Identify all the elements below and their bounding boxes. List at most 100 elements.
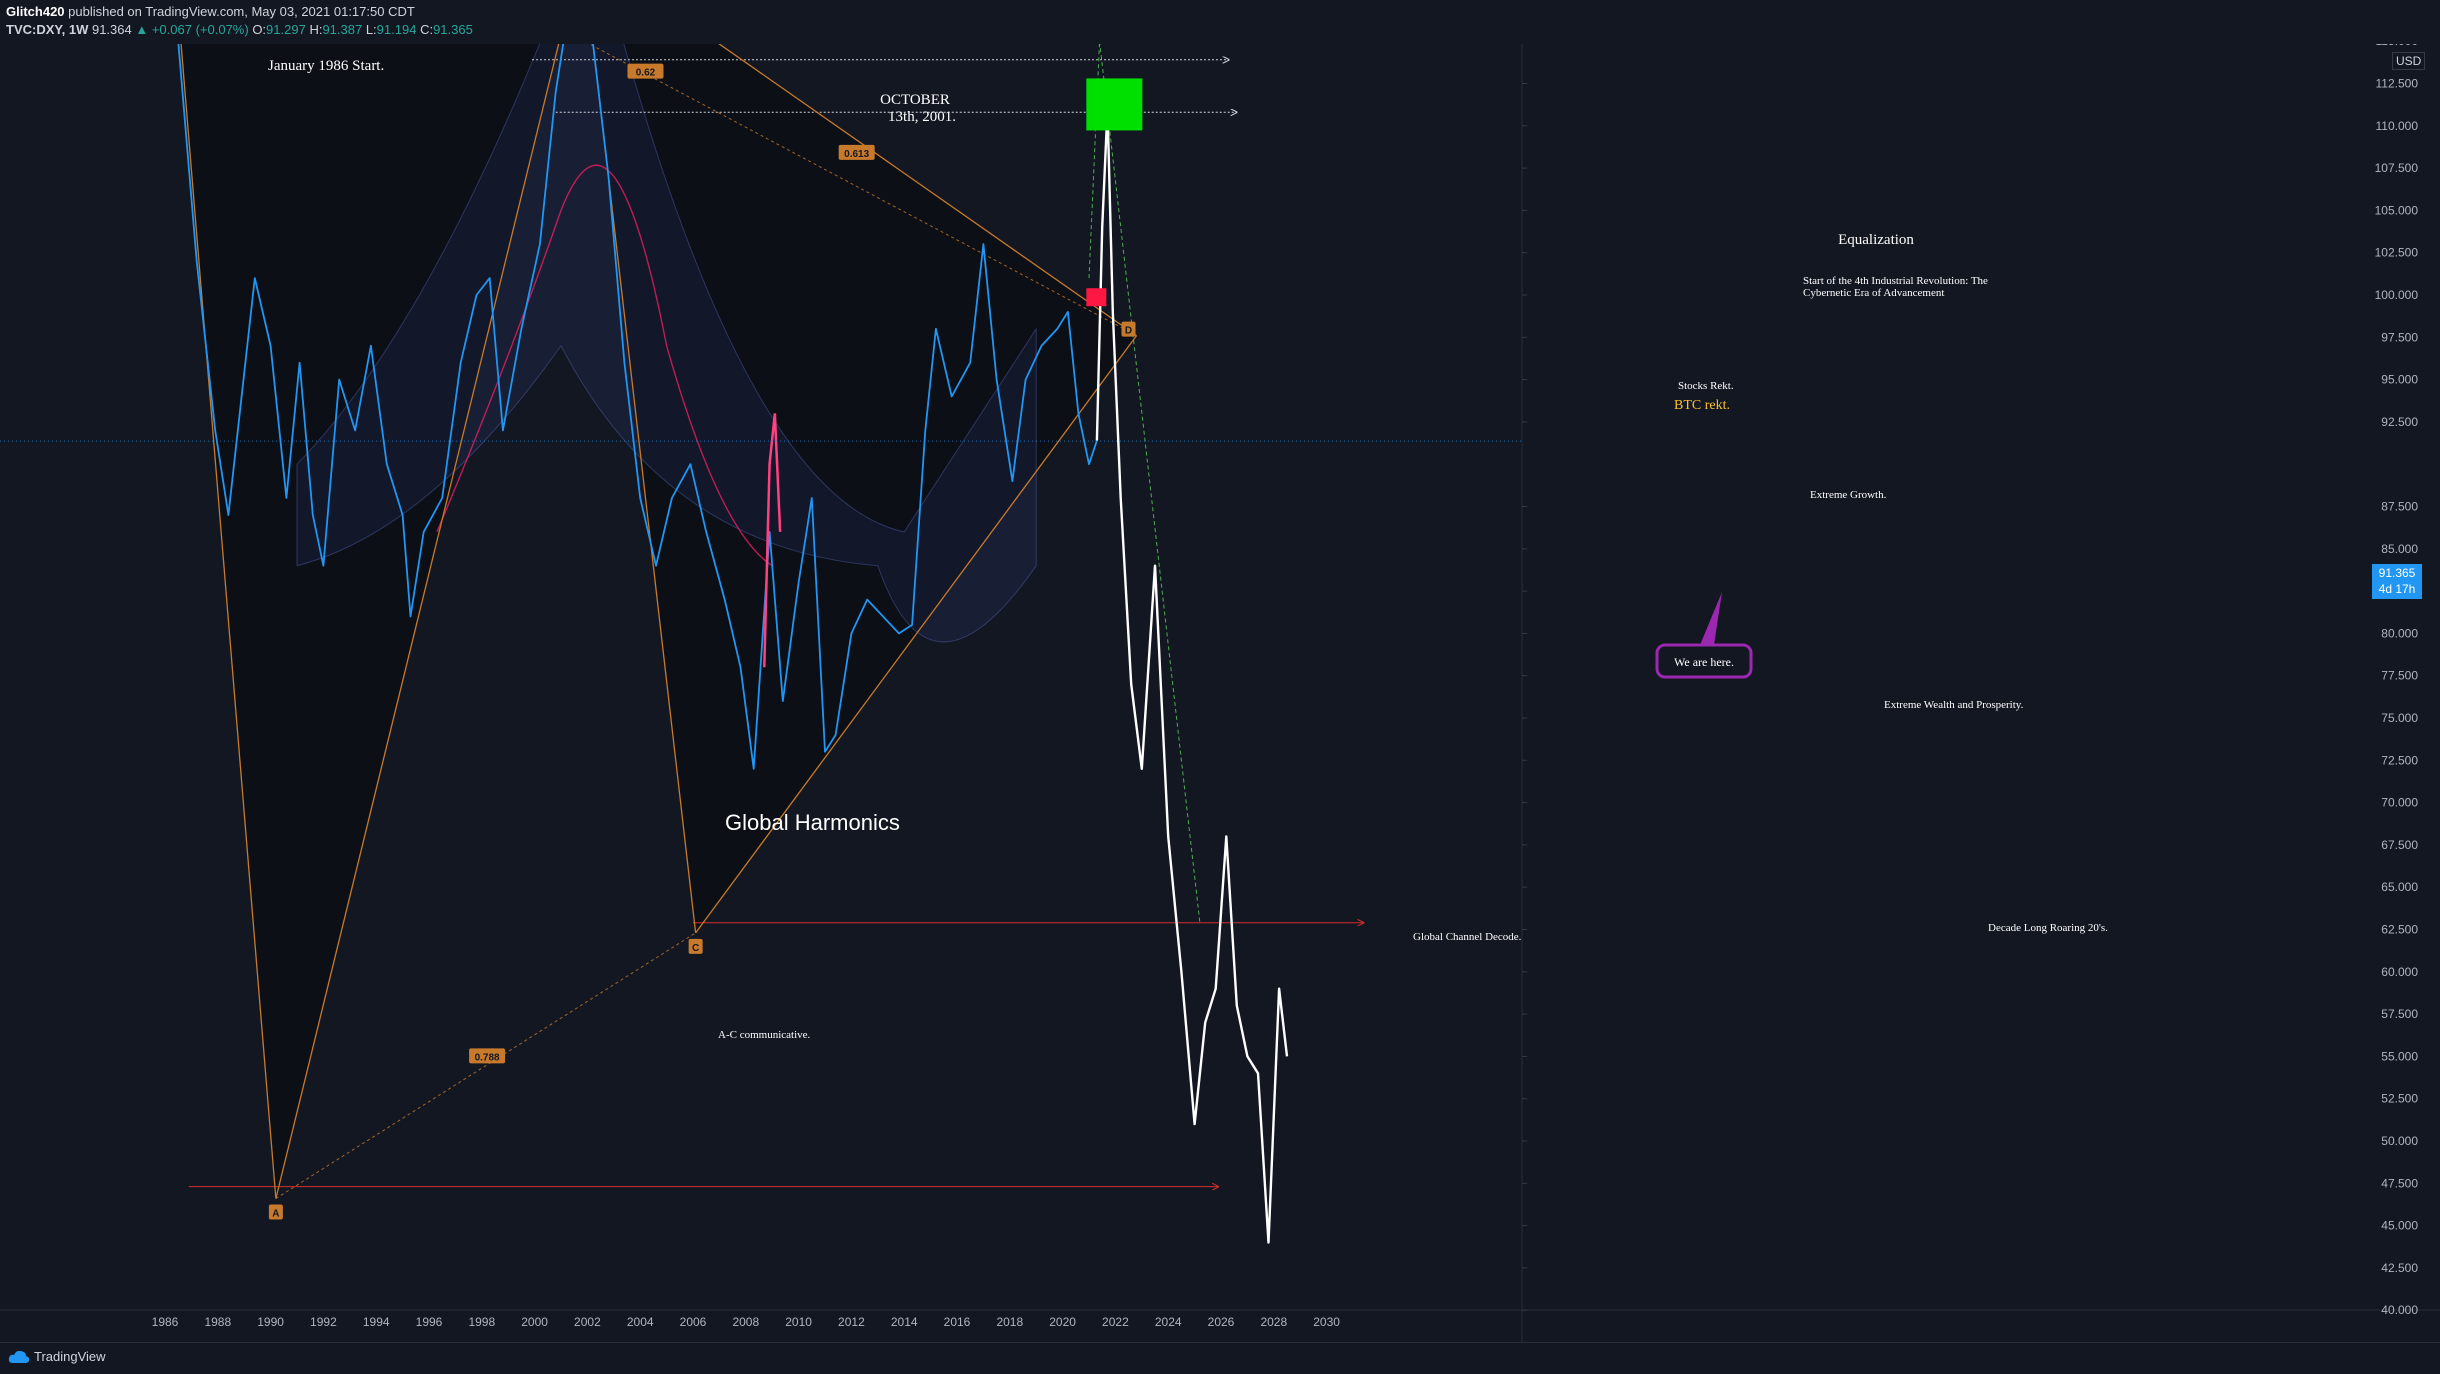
annotation-ac: A-C communicative. xyxy=(718,1029,811,1041)
low-label: L: xyxy=(365,22,377,37)
price-change: ▲ +0.067 (+0.07%) xyxy=(135,22,249,37)
x-tick-label: 2030 xyxy=(1313,1315,1340,1329)
y-tick-label: 75.000 xyxy=(2381,711,2418,725)
close-value: 91.365 xyxy=(433,22,473,37)
x-tick-label: 2018 xyxy=(996,1315,1023,1329)
high-value: 91.387 xyxy=(322,22,363,37)
chart-header: Glitch420 published on TradingView.com, … xyxy=(0,0,2440,44)
pattern-lines xyxy=(180,44,1138,1199)
y-tick-label: 97.500 xyxy=(2381,330,2418,344)
annotation-global-harmonics: Global Harmonics xyxy=(725,810,900,835)
x-tick-label: 1992 xyxy=(310,1315,337,1329)
y-tick-label: 112.500 xyxy=(2376,77,2419,91)
y-tick-label: 72.500 xyxy=(2381,753,2418,767)
annotation-4th-ir-2: Cybernetic Era of Advancement xyxy=(1803,287,1944,299)
published-text: published on TradingView.com, May 03, 20… xyxy=(68,4,415,19)
y-tick-label: 92.500 xyxy=(2381,415,2418,429)
y-tick-label: 110.000 xyxy=(2376,119,2419,133)
projected-price-line xyxy=(1095,107,1289,1244)
y-tick-label: 55.000 xyxy=(2381,1049,2418,1063)
x-tick-label: 2020 xyxy=(1049,1315,1076,1329)
last-price: 91.364 xyxy=(91,22,132,37)
x-tick-label: 2000 xyxy=(521,1315,548,1329)
y-tick-label: 50.000 xyxy=(2381,1134,2418,1148)
x-tick-label: 2010 xyxy=(785,1315,812,1329)
x-tick-label: 2028 xyxy=(1260,1315,1287,1329)
brand-name: TradingView xyxy=(34,1349,106,1364)
annotation-roaring: Decade Long Roaring 20's. xyxy=(1988,922,2108,934)
current-price-value: 91.365 xyxy=(2378,566,2416,580)
ohlc-line: TVC:DXY, 1W 91.364 ▲ +0.067 (+0.07%) O:9… xyxy=(6,22,473,37)
high-label: H: xyxy=(309,22,323,37)
annotation-4th-ir-1: Start of the 4th Industrial Revolution: … xyxy=(1803,275,1988,287)
y-tick-label: 70.000 xyxy=(2381,796,2418,810)
y-tick-label: 60.000 xyxy=(2381,965,2418,979)
harmonic-ratio-line-xd xyxy=(588,44,1137,337)
y-tick-label: 42.500 xyxy=(2381,1261,2418,1275)
bcd-triangle-fill xyxy=(593,44,1137,933)
low-value: 91.194 xyxy=(376,22,417,37)
projection-line-down xyxy=(1099,44,1201,923)
price-series xyxy=(177,44,1289,1244)
close-label: C: xyxy=(420,22,434,37)
ratio-label-3: 0.788 xyxy=(475,1052,500,1063)
annotation-equalization: Equalization xyxy=(1838,232,1914,248)
point-label-c: C xyxy=(692,943,699,954)
x-tick-label: 2016 xyxy=(944,1315,971,1329)
x-tick-label: 1994 xyxy=(363,1315,390,1329)
point-label-a: A xyxy=(272,1209,279,1220)
tradingview-logo[interactable]: TradingView xyxy=(8,1349,106,1364)
annotation-global-channel: Global Channel Decode. xyxy=(1413,931,1522,943)
annotation-we-are-here: We are here. xyxy=(1674,655,1734,669)
x-tick-label: 1986 xyxy=(152,1315,179,1329)
symbol-label[interactable]: TVC:DXY, 1W xyxy=(6,22,89,37)
current-price-tag: 91.365 4d 17h xyxy=(2372,564,2422,599)
ratio-badge-1 xyxy=(627,63,664,79)
x-axis[interactable]: 1986 1988 1990 1992 1994 1996 1998 2000 2002 2004… xyxy=(152,1315,1341,1329)
y-tick-label: 80.000 xyxy=(2381,626,2418,640)
author-name[interactable]: Glitch420 xyxy=(6,4,65,19)
rekt-box xyxy=(1086,288,1107,307)
currency-label[interactable]: USD xyxy=(2392,52,2426,70)
ratio-badge-2 xyxy=(838,144,875,160)
x-tick-label: 2004 xyxy=(627,1315,654,1329)
y-tick-label: 67.500 xyxy=(2381,838,2418,852)
harmonic-leg-ab xyxy=(275,44,560,1199)
open-value: 91.297 xyxy=(266,22,306,37)
y-tick-label: 105.000 xyxy=(2375,203,2419,217)
y-tick-label: 95.000 xyxy=(2381,373,2418,387)
annotation-btc-rekt: BTC rekt. xyxy=(1674,398,1730,413)
x-tick-label: 2014 xyxy=(891,1315,918,1329)
chart-grid xyxy=(0,44,2440,1342)
ratio-label-2: 0.613 xyxy=(844,149,869,160)
cloud-icon xyxy=(8,1350,30,1363)
y-tick-label: 102.500 xyxy=(2375,246,2419,260)
point-badge-c xyxy=(688,938,703,954)
x-tick-label: 2026 xyxy=(1208,1315,1235,1329)
x-tick-label: 2008 xyxy=(732,1315,759,1329)
historical-price-line xyxy=(177,44,1098,770)
harmonic-ratio-line-ac xyxy=(275,932,696,1199)
indicator-bands xyxy=(296,44,1037,643)
y-tick-label: 107.500 xyxy=(2375,161,2419,175)
highlight-boxes xyxy=(1086,78,1143,307)
open-label: O: xyxy=(252,22,267,37)
ratio-badge-3 xyxy=(469,1048,506,1064)
y-tick-label: 52.500 xyxy=(2381,1092,2418,1106)
x-tick-label: 2022 xyxy=(1102,1315,1129,1329)
y-axis[interactable]: 127.500125.000122.500120.000117.500115.0… xyxy=(1522,44,2418,1342)
point-badge-d xyxy=(1121,321,1136,337)
ratio-label-1: 0.62 xyxy=(636,68,656,79)
x-tick-label: 2006 xyxy=(680,1315,707,1329)
y-tick-label: 62.500 xyxy=(2381,923,2418,937)
annotation-january: January 1986 Start. xyxy=(268,58,384,74)
x-tick-label: 1988 xyxy=(204,1315,231,1329)
y-tick-label: 100.000 xyxy=(2375,288,2419,302)
y-tick-label: 87.500 xyxy=(2381,500,2418,514)
x-tick-label: 1990 xyxy=(257,1315,284,1329)
moving-average-line xyxy=(436,164,773,567)
x-tick-label: 1998 xyxy=(468,1315,495,1329)
callout-pointer xyxy=(1700,592,1722,645)
